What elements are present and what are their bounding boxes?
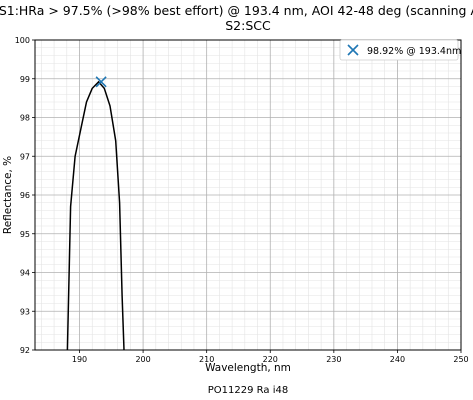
chart-title-line1: S1:HRa > 97.5% (>98% best effort) @ 193.… <box>0 3 473 18</box>
x-tick-label: 200 <box>135 355 150 364</box>
y-axis-label: Reflectance, % <box>2 156 14 234</box>
x-tick-label: 210 <box>199 355 214 364</box>
y-tick-label: 92 <box>20 346 30 355</box>
x-tick-label: 230 <box>326 355 341 364</box>
legend-entry-0: 98.92% @ 193.4nm <box>367 46 461 57</box>
series-layer <box>66 80 125 351</box>
reflectance-curve <box>66 80 125 351</box>
y-tick-label: 93 <box>20 307 30 316</box>
legend-box <box>339 39 459 61</box>
x-tick-label: 190 <box>72 355 87 364</box>
chart-footer: PO11229 Ra i48 <box>208 385 288 396</box>
peak-marker-icon <box>95 76 107 88</box>
y-tick-label: 98 <box>20 114 30 123</box>
x-axis-label: Wavelength, nm <box>205 362 291 374</box>
axis-ticks: 190 200 210 220 230 240 250 92 93 94 95 96 97 98 99 100 <box>15 36 469 364</box>
y-tick-label: 97 <box>20 152 30 161</box>
legend-marker-icon <box>347 44 359 56</box>
y-tick-label: 100 <box>15 36 30 45</box>
x-tick-label: 240 <box>390 355 405 364</box>
plot-frame <box>34 39 462 351</box>
chart-title-line2: S2:SCC <box>225 18 271 33</box>
x-tick-label: 220 <box>263 355 278 364</box>
grid <box>35 39 462 351</box>
marker-layer <box>95 76 107 88</box>
y-tick-label: 95 <box>20 230 30 239</box>
y-tick-label: 94 <box>20 269 30 278</box>
legend: 98.92% @ 193.4nm <box>339 39 461 61</box>
x-tick-label: 250 <box>453 355 468 364</box>
y-tick-label: 96 <box>20 191 30 200</box>
y-tick-label: 99 <box>20 75 30 84</box>
legend-x-marker-icon <box>347 44 359 56</box>
